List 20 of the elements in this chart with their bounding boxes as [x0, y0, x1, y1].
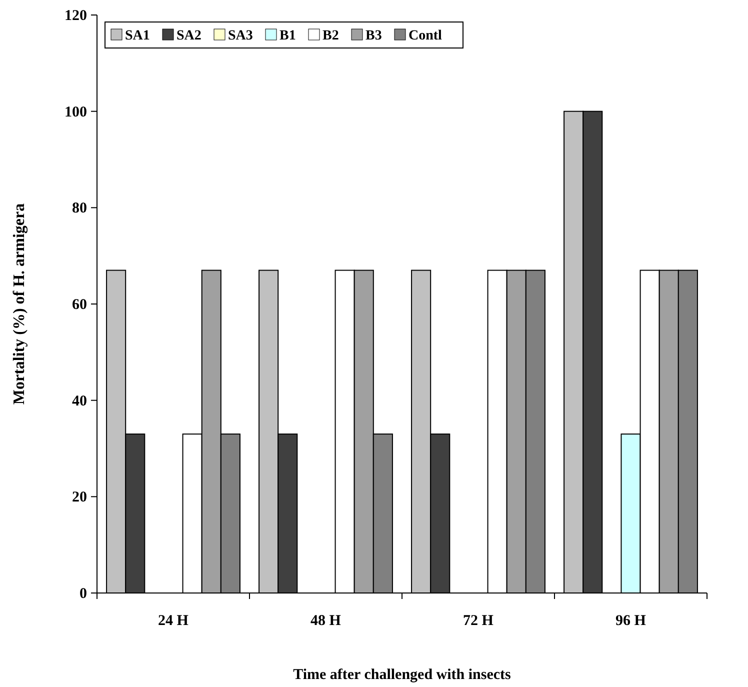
y-tick-label: 40	[72, 393, 87, 410]
y-tick-label: 20	[72, 490, 87, 506]
y-axis-title: Mortality (%) of H. armigera	[11, 203, 28, 405]
y-tick-label: 0	[80, 586, 87, 602]
legend-label: SA2	[176, 28, 202, 44]
legend-label: B3	[366, 28, 382, 44]
x-tick-label: 72 H	[463, 613, 494, 629]
x-tick-label: 48 H	[310, 613, 342, 629]
y-tick-label: 80	[72, 200, 87, 217]
legend-label: SA3	[228, 28, 253, 44]
y-tick-label: 100	[64, 104, 87, 120]
x-tick-label: 96 H	[616, 613, 646, 629]
x-axis-title: Time after challenged with insects	[293, 667, 512, 683]
x-tick-label: 24 H	[158, 613, 189, 629]
legend-label: B1	[280, 28, 296, 44]
y-tick-label: 60	[72, 297, 87, 313]
y-tick-label: 120	[64, 8, 87, 24]
legend-label: Contl	[408, 28, 442, 44]
legend-label: SA1	[125, 28, 150, 44]
legend-label: B2	[322, 28, 339, 44]
